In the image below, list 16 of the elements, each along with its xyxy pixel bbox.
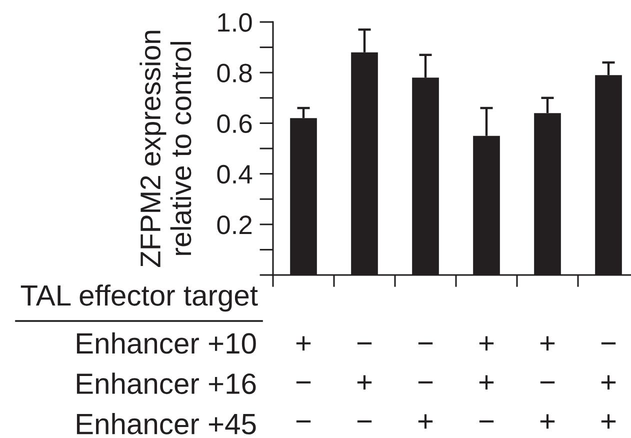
text: Enhancer +16 bbox=[76, 372, 256, 394]
category-label: − − + bbox=[418, 342, 433, 429]
y-tick-label: 0.8 bbox=[217, 64, 252, 82]
x-tick-label: + + − bbox=[479, 336, 494, 422]
text: Enhancer +45 bbox=[76, 412, 256, 434]
y-tick-label: 0.2 bbox=[217, 216, 252, 234]
y-axis-title: ZFPM2 expression relative to control bbox=[140, 30, 192, 268]
x-tick-label: + − + bbox=[540, 336, 555, 429]
category-label: + − − bbox=[296, 336, 311, 422]
x-tick-label: − + − bbox=[357, 342, 372, 422]
x-tick-label: − + + bbox=[601, 342, 616, 429]
y-tick-label: 1.0 bbox=[218, 13, 252, 32]
text: Enhancer +10 bbox=[76, 332, 256, 354]
text: TAL effector target bbox=[20, 284, 258, 312]
y-tick-label: 0.4 bbox=[217, 164, 252, 184]
y-tick-label: 0.6 bbox=[217, 114, 252, 134]
